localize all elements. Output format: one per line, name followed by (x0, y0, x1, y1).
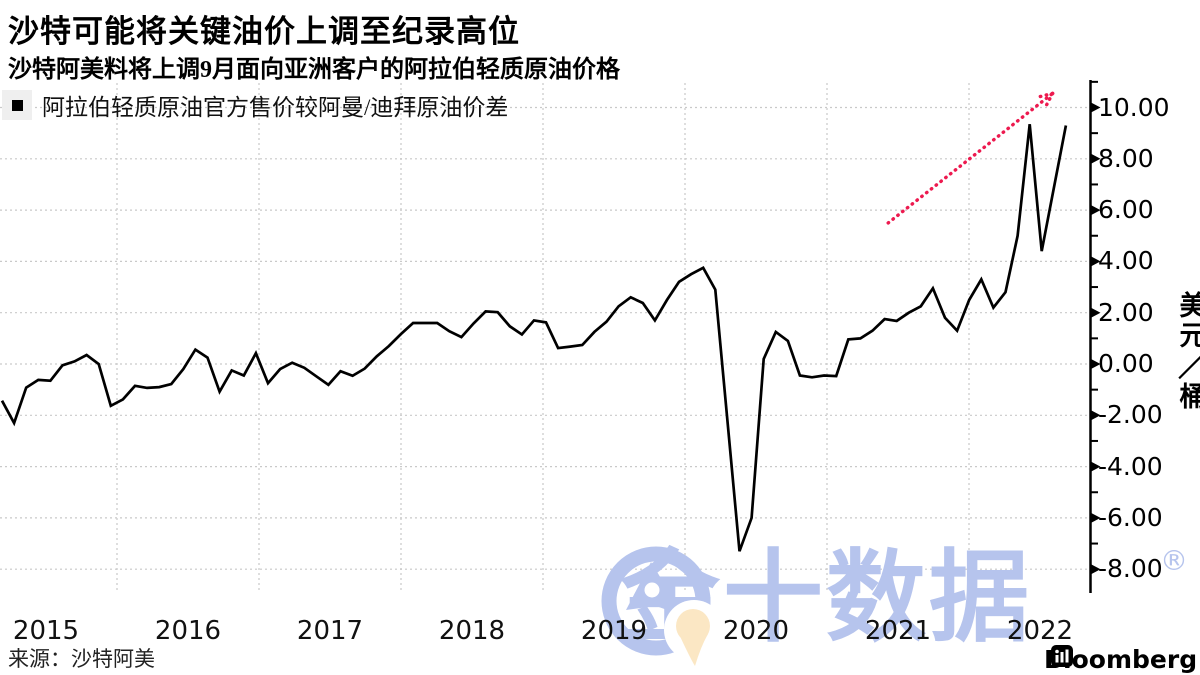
y-tick-label: 6.00 (1098, 195, 1154, 225)
x-tick-label: 2018 (438, 616, 506, 646)
y-tick-label: -4.00 (1098, 451, 1163, 481)
jin10-watermark: 金十数据 (594, 544, 1032, 666)
jin10-logo-icon (601, 546, 720, 666)
legend: 阿拉伯轻质原油官方售价较阿曼/迪拜原油价差 (2, 88, 508, 122)
y-axis-unit-char: ／ (1177, 351, 1200, 383)
bloomberg-branding: Bloomberg (1044, 645, 1197, 674)
legend-label: 阿拉伯轻质原油官方售价较阿曼/迪拜原油价差 (42, 95, 509, 120)
x-tick-label: 2022 (1006, 616, 1074, 646)
x-tick-label: 2017 (296, 616, 364, 646)
y-axis-unit-label: 美元／桶 (1177, 291, 1200, 413)
y-axis-unit-char: 桶 (1179, 381, 1200, 412)
y-tick-label: -8.00 (1098, 554, 1163, 584)
x-tick-label: 2021 (864, 616, 932, 646)
x-tick-label: 2019 (580, 616, 648, 646)
y-tick-label: -2.00 (1098, 400, 1163, 430)
watermark-registered-mark: ® (1160, 544, 1188, 577)
y-tick-label: 4.00 (1098, 246, 1154, 276)
legend-square-marker (11, 99, 23, 111)
page-subtitle: 沙特阿美料将上调9月面向亚洲客户的阿拉伯轻质原油价格 (8, 57, 620, 83)
y-tick-label: -6.00 (1098, 502, 1163, 532)
y-axis-unit-char: 元 (1179, 320, 1200, 351)
y-tick-label: 8.00 (1098, 143, 1154, 173)
x-tick-label: 2015 (12, 616, 80, 646)
y-tick-label: 2.00 (1098, 297, 1154, 327)
y-axis-unit-char: 美 (1179, 291, 1200, 321)
legend-chip (2, 90, 32, 120)
y-tick-label: 0.00 (1098, 349, 1154, 378)
bloomberg-terminal-icon (1051, 645, 1073, 667)
x-tick-label: 2016 (154, 616, 222, 646)
source-note: 来源：沙特阿美 (8, 647, 155, 671)
y-tick-label: 10.00 (1098, 92, 1170, 122)
page-title: 沙特可能将关键油价上调至纪录高位 (8, 14, 520, 49)
x-tick-label: 2020 (722, 616, 790, 646)
